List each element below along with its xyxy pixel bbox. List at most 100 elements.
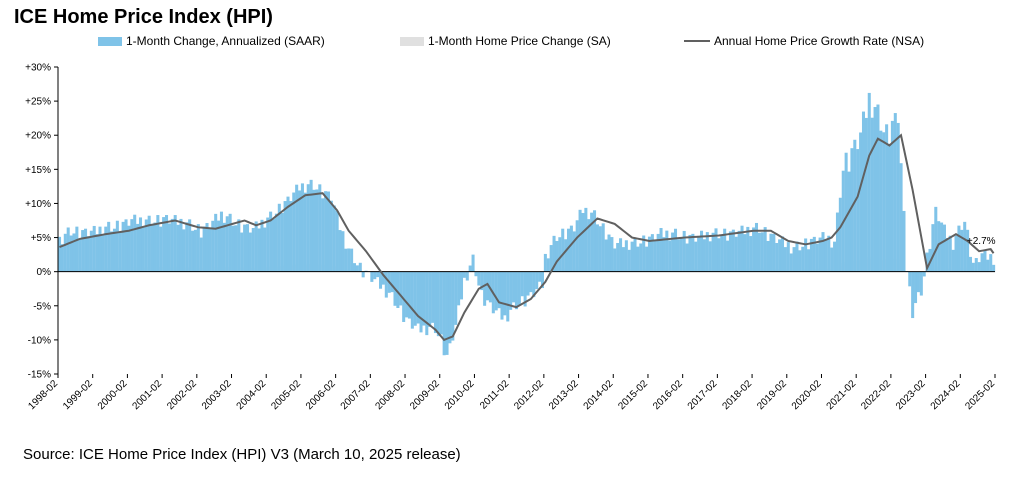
saar-bar — [763, 227, 767, 272]
saar-bar — [63, 233, 67, 272]
x-tick-label: 2015-02 — [616, 378, 650, 412]
saar-bar — [512, 271, 516, 303]
x-tick-label: 2001-02 — [131, 378, 165, 412]
saar-bar — [272, 218, 276, 272]
saar-bar — [159, 226, 163, 272]
saar-bar — [176, 224, 180, 272]
saar-bar — [882, 132, 886, 272]
legend-item-saar: 1-Month Change, Annualized (SAAR) — [98, 34, 325, 48]
saar-bar — [856, 149, 860, 272]
saar-bar — [986, 259, 990, 272]
saar-bar — [595, 224, 599, 272]
saar-bar — [714, 228, 718, 272]
saar-bar — [263, 227, 267, 272]
x-tick-label: 2011-02 — [478, 378, 512, 412]
saar-bar — [517, 271, 521, 306]
saar-bar — [162, 217, 166, 272]
saar-bar — [835, 212, 839, 272]
saar-bar — [827, 235, 831, 272]
saar-bar — [231, 225, 235, 272]
saar-bar — [916, 271, 920, 293]
saar-bar — [705, 232, 709, 272]
saar-bar — [344, 248, 348, 272]
saar-bar — [815, 243, 819, 272]
saar-bar — [792, 247, 796, 272]
saar-bar — [662, 237, 666, 272]
saar-bar — [549, 245, 553, 272]
saar-bar — [801, 246, 805, 272]
saar-bar — [295, 184, 299, 272]
saar-bar — [136, 223, 140, 272]
saar-bar — [202, 226, 206, 272]
x-tick-label: 2005-02 — [269, 378, 303, 412]
saar-bar — [471, 254, 475, 272]
saar-bar — [266, 217, 270, 272]
saar-bar — [298, 190, 302, 272]
saar-bar — [671, 232, 675, 272]
saar-bar — [459, 271, 464, 300]
saar-bar — [971, 262, 975, 272]
saar-bar — [795, 241, 799, 272]
saar-bar — [514, 271, 518, 310]
saar-bar — [861, 111, 866, 272]
saar-bar — [214, 213, 218, 272]
saar-bar — [879, 130, 883, 272]
saar-bar — [587, 219, 591, 272]
saar-bar — [312, 189, 316, 272]
saar-bar — [590, 212, 594, 272]
saar-bar — [685, 243, 689, 272]
saar-bar — [384, 271, 388, 298]
saar-bar — [58, 236, 62, 272]
saar-bar — [867, 92, 871, 272]
x-tick-label: 2016-02 — [651, 378, 685, 412]
saar-bar — [321, 198, 325, 272]
saar-bar — [919, 271, 923, 296]
saar-bar — [636, 246, 640, 272]
saar-bar — [566, 228, 571, 272]
saar-bar — [144, 219, 148, 272]
saar-bar — [540, 271, 544, 289]
saar-bar — [844, 152, 848, 272]
saar-bar — [237, 219, 241, 272]
saar-bar — [676, 239, 680, 272]
saar-bar — [538, 271, 542, 282]
saar-bar — [809, 238, 813, 272]
saar-bar — [407, 271, 411, 319]
nsa-series-line — [59, 133, 995, 342]
saar-bar — [413, 271, 417, 326]
saar-bar — [665, 230, 669, 272]
saar-bar — [127, 225, 131, 272]
saar-bar — [248, 232, 252, 272]
saar-bar — [682, 230, 686, 272]
x-tick-label: 2017-02 — [686, 378, 720, 412]
saar-bar — [922, 271, 926, 277]
saar-bar — [645, 246, 649, 272]
saar-bar — [75, 226, 79, 272]
saar-bar — [165, 215, 169, 272]
legend-item-nsa: Annual Home Price Growth Rate (NSA) — [684, 34, 924, 48]
saar-bar — [81, 230, 85, 272]
saar-bar — [783, 247, 787, 272]
saar-bars — [58, 92, 996, 356]
saar-bar — [182, 229, 186, 272]
saar-bar — [778, 239, 782, 272]
saar-bar — [167, 223, 171, 272]
x-tick-label: 2009-02 — [408, 378, 442, 412]
saar-bar — [593, 210, 597, 272]
saar-bar — [439, 271, 443, 335]
saar-bar — [436, 271, 440, 337]
saar-bar — [118, 231, 122, 272]
saar-bar — [598, 226, 602, 272]
y-tick-label: +10% — [25, 199, 51, 210]
saar-bar — [474, 271, 478, 277]
saar-bar — [980, 253, 984, 272]
latest-value-annotation: +2.7% — [967, 236, 996, 247]
saar-bar — [853, 139, 857, 272]
saar-bar — [697, 235, 701, 272]
saar-bar — [653, 240, 657, 272]
saar-bar — [454, 271, 458, 325]
saar-bar — [691, 233, 695, 272]
y-tick-label: 0% — [37, 267, 52, 278]
x-tick-label: 2010-02 — [443, 378, 477, 412]
saar-bar — [925, 252, 929, 272]
